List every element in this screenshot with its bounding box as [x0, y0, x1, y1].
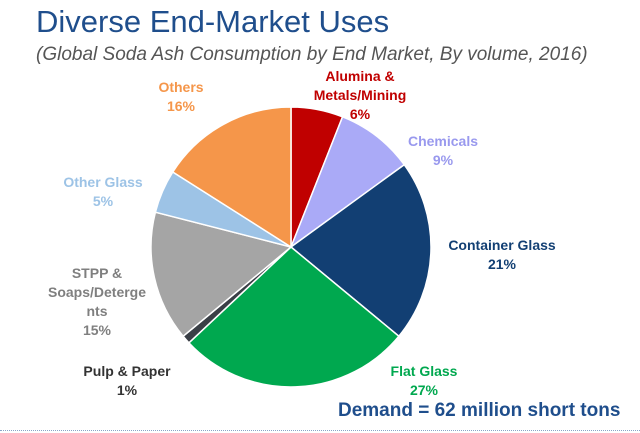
pie-slice-others — [171, 106, 292, 249]
label-pulp-paper: Pulp & Paper 1% — [83, 362, 170, 400]
pie-slice-chemicals — [289, 115, 406, 250]
label-chemicals: Chemicals 9% — [408, 132, 478, 170]
slice-label-name: Container Glass — [448, 237, 556, 253]
slice-label-value: 15% — [82, 322, 112, 338]
label-alumina-metals-mining: Alumina & Metals/Mining 6% — [314, 67, 407, 124]
label-others: Others 16% — [158, 78, 203, 116]
footer-divider — [0, 430, 640, 431]
slice-label-name: Alumina & Metals/Mining — [313, 68, 407, 103]
slice-label-value: 6% — [349, 106, 371, 122]
slice-label-value: 9% — [432, 152, 454, 168]
chart-title: Diverse End-Market Uses — [36, 4, 390, 39]
slice-label-name: Other Glass — [63, 174, 143, 190]
label-stpp-soaps-detergents: STPP & Soaps/Deterge nts 15% — [48, 264, 146, 340]
slice-label-value: 1% — [116, 382, 138, 398]
demand-note: Demand = 62 million short tons — [338, 400, 621, 421]
label-other-glass: Other Glass 5% — [63, 173, 142, 211]
slice-label-name: Chemicals — [407, 133, 479, 149]
slice-label-name: Others — [158, 79, 204, 95]
label-container-glass: Container Glass 21% — [448, 236, 555, 274]
pie-slice-container-glass — [289, 163, 432, 338]
chart-subtitle: (Global Soda Ash Consumption by End Mark… — [36, 44, 588, 65]
slice-label-name: Flat Glass — [390, 363, 458, 379]
slice-label-value: 5% — [92, 193, 114, 209]
label-flat-glass: Flat Glass 27% — [391, 362, 458, 400]
slice-label-value: 27% — [409, 382, 439, 398]
pie-slice-stpp-soaps-detergents — [150, 211, 293, 338]
slice-label-name: STPP & Soaps/Deterge nts — [47, 265, 147, 319]
slice-label-value: 16% — [166, 98, 196, 114]
slice-label-name: Pulp & Paper — [83, 363, 171, 379]
slice-label-value: 21% — [487, 256, 517, 272]
pie-slice-flat-glass — [187, 246, 400, 388]
